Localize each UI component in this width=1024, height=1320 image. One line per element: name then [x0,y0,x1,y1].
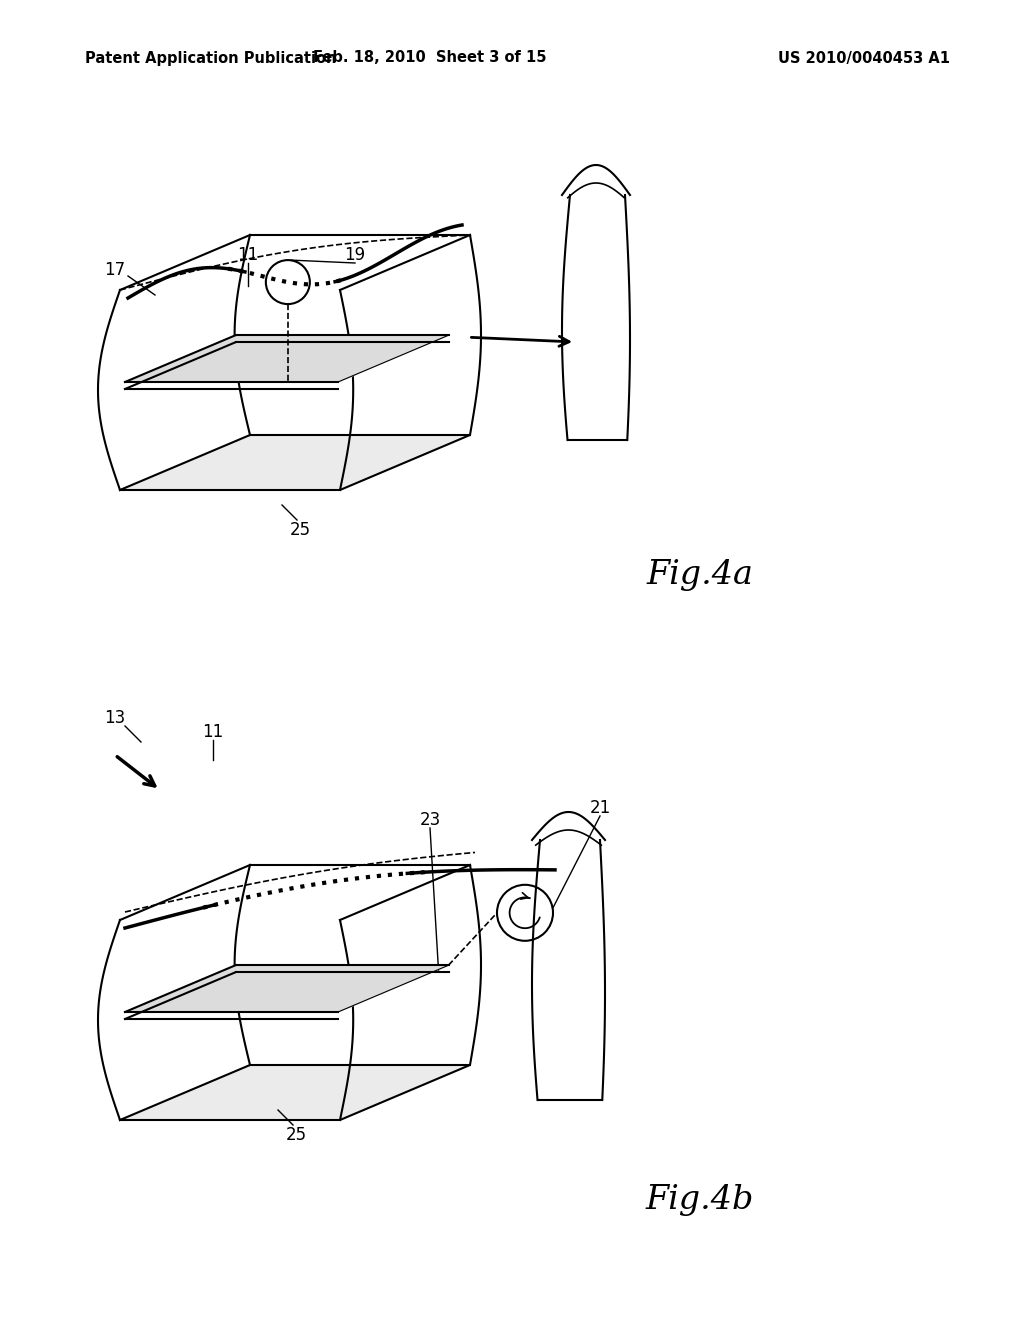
Text: 17: 17 [104,261,126,279]
Text: 23: 23 [420,810,440,829]
Text: 25: 25 [286,1126,306,1144]
Text: Patent Application Publication: Patent Application Publication [85,50,337,66]
Text: 11: 11 [238,246,259,264]
Text: Fig.4a: Fig.4a [646,558,754,591]
Text: 25: 25 [290,521,310,539]
Text: 21: 21 [590,799,610,817]
Polygon shape [125,965,449,1012]
Text: Feb. 18, 2010  Sheet 3 of 15: Feb. 18, 2010 Sheet 3 of 15 [313,50,547,66]
Text: US 2010/0040453 A1: US 2010/0040453 A1 [778,50,950,66]
Text: Fig.4b: Fig.4b [646,1184,755,1216]
Polygon shape [120,436,470,490]
Text: 11: 11 [203,723,223,741]
Polygon shape [120,1065,470,1119]
Polygon shape [125,335,449,381]
Text: 19: 19 [344,246,366,264]
Text: 13: 13 [104,709,126,727]
